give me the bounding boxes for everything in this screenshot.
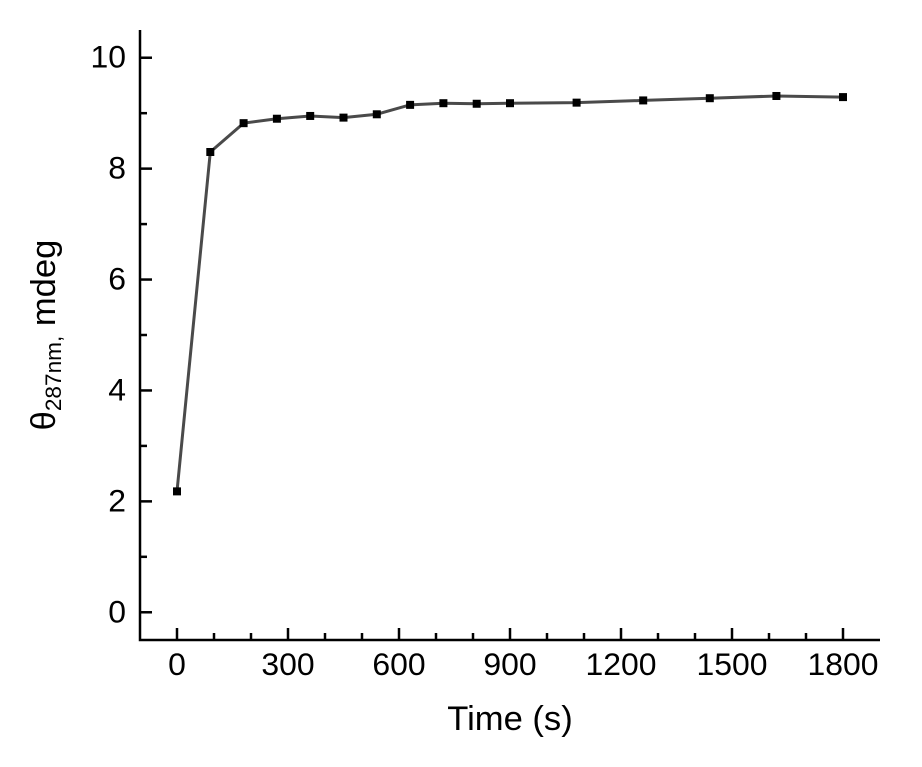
series-marker bbox=[340, 114, 348, 122]
series-marker bbox=[373, 110, 381, 118]
series-marker bbox=[639, 96, 647, 104]
series-marker bbox=[240, 119, 248, 127]
line-chart: 0300600900120015001800Time (s)0246810θ28… bbox=[0, 0, 922, 767]
y-tick-label: 8 bbox=[108, 150, 126, 186]
series-marker bbox=[206, 148, 214, 156]
series-marker bbox=[506, 99, 514, 107]
chart-container: 0300600900120015001800Time (s)0246810θ28… bbox=[0, 0, 922, 767]
x-tick-label: 1200 bbox=[586, 646, 657, 682]
y-tick-label: 0 bbox=[108, 593, 126, 629]
series-marker bbox=[839, 93, 847, 101]
x-tick-label: 1800 bbox=[808, 646, 879, 682]
y-tick-label: 4 bbox=[108, 371, 126, 407]
x-tick-label: 900 bbox=[483, 646, 536, 682]
x-axis-label: Time (s) bbox=[447, 700, 572, 738]
series-marker bbox=[706, 94, 714, 102]
y-tick-label: 6 bbox=[108, 261, 126, 297]
series-marker bbox=[772, 92, 780, 100]
x-tick-label: 1500 bbox=[697, 646, 768, 682]
series-marker bbox=[406, 101, 414, 109]
y-tick-label: 10 bbox=[91, 39, 127, 75]
x-tick-label: 0 bbox=[168, 646, 186, 682]
series-marker bbox=[306, 112, 314, 120]
y-tick-label: 2 bbox=[108, 482, 126, 518]
x-tick-label: 600 bbox=[372, 646, 425, 682]
x-tick-label: 300 bbox=[261, 646, 314, 682]
series-marker bbox=[439, 99, 447, 107]
series-marker bbox=[573, 99, 581, 107]
series-marker bbox=[473, 100, 481, 108]
series-marker bbox=[273, 115, 281, 123]
series-marker bbox=[173, 487, 181, 495]
